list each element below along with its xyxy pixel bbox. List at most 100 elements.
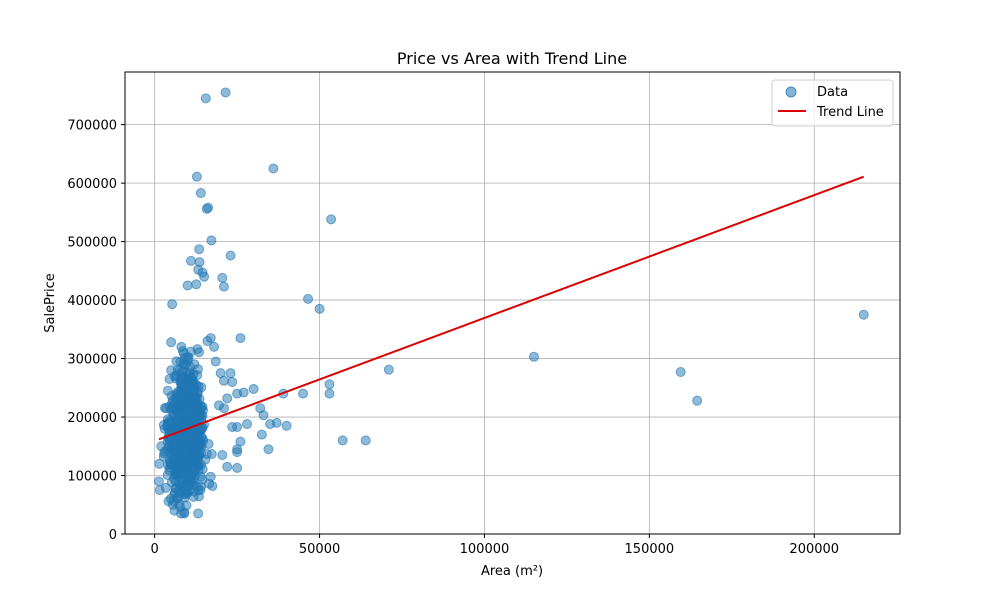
data-point [188, 491, 199, 502]
data-point [172, 417, 183, 428]
data-point [218, 375, 229, 386]
data-point [200, 93, 211, 104]
data-point [189, 473, 200, 484]
scatter-points [153, 87, 869, 519]
y-tick-label: 300000 [67, 353, 117, 368]
data-point [326, 214, 337, 225]
x-axis-label: Area (m²) [481, 564, 543, 579]
data-point [218, 403, 229, 414]
data-point [218, 281, 229, 292]
data-point [675, 367, 686, 378]
data-point [222, 393, 233, 404]
data-point [324, 379, 335, 390]
data-point [858, 309, 869, 320]
data-point [203, 202, 214, 213]
x-tick-label: 200000 [789, 542, 839, 557]
data-point [195, 188, 206, 199]
data-point [179, 507, 190, 518]
legend-trend-label: Trend Line [816, 105, 884, 120]
data-point [314, 303, 325, 314]
y-axis-label: SalePrice [43, 273, 58, 333]
legend-data-marker [785, 86, 797, 98]
data-point [206, 449, 217, 460]
data-point [235, 333, 246, 344]
data-point [176, 341, 187, 352]
legend-data-label: Data [817, 85, 848, 100]
data-point [692, 395, 703, 406]
x-tick-label: 0 [151, 542, 159, 557]
data-point [258, 410, 269, 421]
data-point [153, 476, 164, 487]
x-tick-label: 100000 [460, 542, 510, 557]
y-tick-label: 0 [109, 528, 117, 543]
data-point [206, 235, 217, 246]
data-point [161, 403, 172, 414]
y-axis-ticks: 0 100000 200000 300000 400000 500000 600000 700… [67, 119, 125, 543]
data-point [217, 272, 228, 283]
y-tick-label: 500000 [67, 236, 117, 251]
data-point [256, 429, 267, 440]
data-point [183, 352, 194, 363]
data-point [159, 423, 170, 434]
data-point [191, 279, 202, 290]
data-point [303, 293, 314, 304]
data-point [220, 87, 231, 98]
data-point [383, 364, 394, 375]
data-point [193, 508, 204, 519]
data-point [173, 444, 184, 455]
data-point [162, 385, 173, 396]
data-point [182, 451, 193, 462]
data-point [185, 255, 196, 266]
data-point [235, 436, 246, 447]
data-point [185, 372, 196, 383]
data-point [271, 417, 282, 428]
x-tick-label: 150000 [625, 542, 675, 557]
y-tick-label: 100000 [67, 470, 117, 485]
data-point [248, 383, 259, 394]
data-point [199, 271, 210, 282]
data-point [209, 341, 220, 352]
data-point [360, 435, 371, 446]
data-point [528, 351, 539, 362]
legend-box [771, 79, 894, 127]
data-point [238, 387, 249, 398]
data-point [263, 444, 274, 455]
trend-line-group [158, 175, 865, 441]
data-point [268, 163, 279, 174]
data-point [154, 458, 165, 469]
data-point [195, 459, 206, 470]
plot-frame [124, 71, 901, 535]
data-point [186, 465, 197, 476]
y-tick-label: 400000 [67, 294, 117, 309]
data-point [167, 499, 178, 510]
data-point [337, 435, 348, 446]
data-point [185, 412, 196, 423]
data-point [242, 419, 253, 430]
data-point [196, 403, 207, 414]
data-point [154, 485, 165, 496]
data-point [167, 299, 178, 310]
data-point [225, 250, 236, 261]
data-point [217, 450, 228, 461]
y-tick-label: 700000 [67, 119, 117, 134]
y-tick-label: 600000 [67, 177, 117, 192]
data-point [281, 420, 292, 431]
data-point [174, 408, 185, 419]
data-point [232, 462, 243, 473]
data-point [171, 356, 182, 367]
data-point [222, 461, 233, 472]
data-point [166, 337, 177, 348]
data-point [225, 368, 236, 379]
trend-line [158, 175, 865, 441]
data-point [187, 384, 198, 395]
data-point [227, 376, 238, 387]
data-point [191, 171, 202, 182]
data-point [298, 388, 309, 399]
y-tick-label: 200000 [67, 411, 117, 426]
x-axis-ticks: 0 50000 100000 150000 200000 [151, 534, 839, 557]
data-point [210, 356, 221, 367]
grid [125, 72, 900, 535]
x-tick-label: 50000 [299, 542, 340, 557]
data-point [204, 478, 215, 489]
